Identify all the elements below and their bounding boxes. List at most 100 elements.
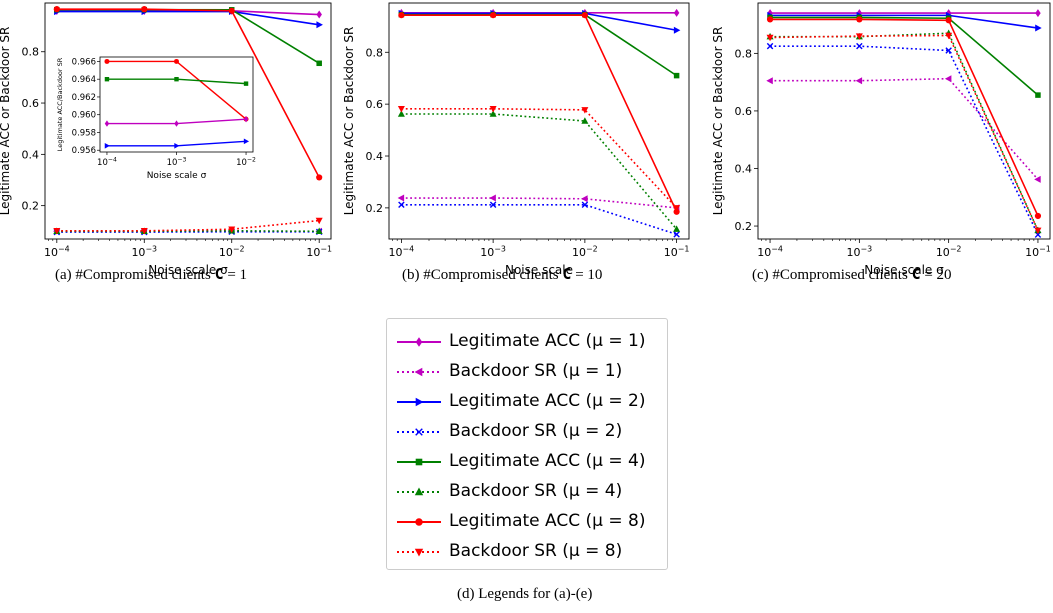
legend-marker bbox=[415, 518, 423, 526]
data-point bbox=[397, 106, 405, 113]
series-line bbox=[401, 14, 678, 213]
inset-data-point bbox=[174, 120, 179, 127]
x-tick-label: 10−2 bbox=[219, 244, 245, 259]
data-point bbox=[581, 12, 588, 19]
data-point bbox=[316, 21, 323, 29]
data-point bbox=[673, 205, 681, 212]
x-axis-label: Noise scale σ bbox=[148, 263, 228, 277]
legend-marker bbox=[415, 458, 423, 466]
inset-y-tick-label: 0.960 bbox=[72, 111, 96, 121]
legend-swatch bbox=[397, 458, 441, 466]
inset-data-point bbox=[104, 120, 110, 127]
y-tick-label: 0.4 bbox=[22, 148, 40, 161]
series-line bbox=[401, 12, 677, 32]
legend-swatch bbox=[397, 397, 441, 407]
data-point bbox=[945, 32, 953, 40]
series-line bbox=[401, 108, 678, 209]
data-point bbox=[1034, 227, 1042, 235]
caption-c-symbol: C bbox=[911, 265, 921, 283]
data-point bbox=[945, 17, 952, 24]
legend-label: Backdoor SR (μ = 1) bbox=[449, 361, 623, 381]
data-point bbox=[581, 201, 589, 209]
data-point bbox=[397, 110, 405, 117]
legend-item: Legitimate ACC (μ = 2) bbox=[387, 387, 667, 417]
data-point bbox=[315, 217, 323, 225]
series-line bbox=[770, 34, 1039, 231]
plot-frame bbox=[388, 2, 690, 240]
caption-a-suffix: = 1 bbox=[223, 267, 248, 283]
inset-y-axis-label: Legitimate ACC/Backdoor SR bbox=[56, 57, 64, 151]
data-point bbox=[1035, 9, 1041, 18]
inset-x-axis-label: Noise scale σ bbox=[147, 171, 207, 181]
data-point bbox=[855, 77, 863, 85]
data-point bbox=[767, 9, 773, 18]
legend-swatch bbox=[397, 337, 441, 347]
x-tick-label: 10−2 bbox=[936, 244, 962, 259]
inset-data-point bbox=[174, 142, 180, 149]
caption-b: (b) #Compromised clients C = 10 bbox=[402, 265, 602, 284]
data-point bbox=[316, 60, 322, 67]
inset-data-point bbox=[243, 115, 249, 123]
plot-frame bbox=[44, 2, 332, 240]
legend-label: Legitimate ACC (μ = 1) bbox=[449, 331, 646, 351]
figure-canvas: 0.2 0.4 0.6 0.8 10−4 10−3 10−2 10−1 Noise scale … bbox=[0, 2, 1051, 277]
data-point bbox=[53, 228, 61, 235]
x-tick-label: 10−1 bbox=[1025, 244, 1051, 259]
series-line bbox=[56, 229, 320, 233]
inset-x-tick-label: 10−2 bbox=[236, 156, 256, 168]
series-line bbox=[401, 203, 677, 236]
data-point bbox=[945, 9, 952, 18]
legend: Legitimate ACC (μ = 1) Backdoor SR (μ = 1… bbox=[386, 318, 668, 570]
data-point bbox=[856, 16, 863, 23]
x-tick-label: 10−2 bbox=[572, 244, 598, 259]
inset-y-tick-label: 0.966 bbox=[72, 57, 96, 67]
y-tick-label: 0.6 bbox=[735, 105, 753, 118]
legend-swatch bbox=[397, 367, 441, 377]
caption-b-symbol: C bbox=[562, 265, 572, 283]
inset-chart: 0.956 0.958 0.960 0.962 0.964 0.966 10−4 10−3 10… bbox=[56, 56, 256, 181]
x-tick-label: 10−4 bbox=[389, 244, 415, 259]
x-axis-label: Noise scale σ bbox=[864, 263, 944, 277]
data-point bbox=[1034, 212, 1042, 220]
inset-y-tick-label: 0.958 bbox=[72, 128, 96, 138]
inset-y-tick-label: 0.956 bbox=[72, 146, 96, 156]
data-point bbox=[398, 201, 405, 209]
legend-label: Legitimate ACC (μ = 4) bbox=[449, 451, 646, 471]
series-line bbox=[770, 14, 1039, 29]
data-point bbox=[489, 194, 496, 202]
data-point bbox=[673, 208, 680, 215]
y-tick-label: 0.8 bbox=[735, 47, 753, 60]
data-point bbox=[1034, 175, 1041, 183]
data-point bbox=[489, 110, 497, 117]
x-tick-label: 10−4 bbox=[44, 244, 70, 259]
legend-label: Backdoor SR (μ = 2) bbox=[449, 421, 623, 441]
series-line bbox=[401, 197, 677, 209]
inset-frame bbox=[99, 56, 254, 153]
data-point bbox=[766, 16, 774, 23]
data-point bbox=[490, 12, 497, 19]
data-point bbox=[581, 195, 588, 203]
legend-item: Legitimate ACC (μ = 1) bbox=[387, 327, 667, 357]
caption-a-symbol: C bbox=[214, 265, 224, 283]
series-line bbox=[770, 77, 1039, 180]
y-axis-label: Legitimate ACC or Backdoor SR bbox=[342, 27, 356, 216]
data-point bbox=[1035, 92, 1041, 98]
data-point bbox=[855, 33, 863, 40]
series-line bbox=[56, 219, 320, 232]
data-point bbox=[673, 72, 680, 79]
y-tick-label: 0.2 bbox=[22, 200, 40, 213]
inset-y-tick-label: 0.962 bbox=[72, 93, 96, 103]
data-point bbox=[141, 6, 148, 13]
series-line bbox=[401, 113, 678, 230]
inset-data-point bbox=[243, 81, 249, 86]
legend-swatch bbox=[397, 428, 441, 436]
y-tick-label: 0.4 bbox=[366, 150, 384, 163]
x-tick-label: 10−3 bbox=[131, 244, 157, 259]
data-point bbox=[315, 227, 323, 235]
data-point bbox=[228, 226, 236, 234]
inset-x-tick-label: 10−4 bbox=[97, 156, 117, 168]
data-point bbox=[766, 77, 773, 85]
x-tick-label: 10−3 bbox=[480, 244, 506, 259]
caption-b-suffix: = 10 bbox=[571, 267, 603, 283]
legend-marker bbox=[415, 428, 423, 436]
